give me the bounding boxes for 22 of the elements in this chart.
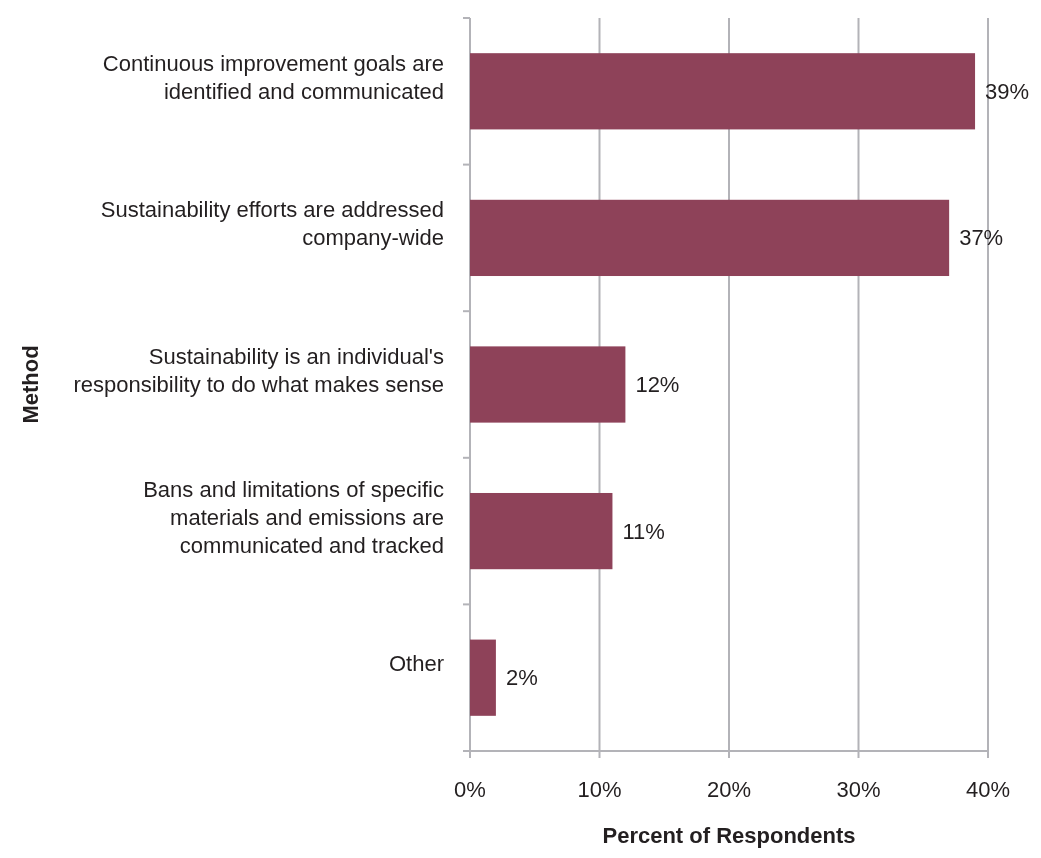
bar — [470, 346, 626, 423]
data-label: 12% — [635, 372, 680, 397]
bar — [470, 492, 613, 570]
x-axis-title: Percent of Respondents — [602, 823, 856, 848]
x-tick-label: 30% — [836, 777, 881, 802]
data-label: 2% — [505, 665, 538, 691]
y-axis-title: Method — [18, 345, 43, 424]
x-tick-label: 40% — [965, 777, 1011, 802]
y-tick-label: Continuous improvement goals are identified and communicated — [102, 50, 444, 104]
y-tick-label: Sustainability is an individual's responsibility to do what makes sense — [73, 344, 444, 397]
bar — [470, 639, 496, 716]
x-tick-label: 0% — [454, 777, 486, 802]
bar — [470, 199, 950, 277]
y-tick-label: Sustainability efforts are addressed company-wide — [100, 197, 444, 251]
data-label: 39% — [985, 78, 1030, 104]
y-tick-label: Other — [388, 651, 444, 677]
x-tick-label: 10% — [577, 777, 622, 802]
bar — [470, 53, 976, 130]
data-label: 11% — [622, 518, 665, 544]
y-tick-label: Bans and limitations of specific materials and emissions are communicated and tracked — [143, 476, 444, 558]
data-label: 37% — [959, 225, 1004, 251]
x-tick-label: 20% — [706, 777, 752, 802]
